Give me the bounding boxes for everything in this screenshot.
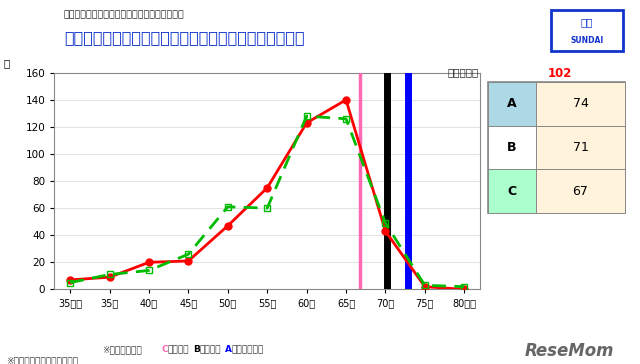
FancyBboxPatch shape bbox=[488, 126, 536, 169]
Text: B: B bbox=[507, 141, 516, 154]
Text: 志望者偏差値分布【千葉大・医・医＜前期・一般枠＞】: 志望者偏差値分布【千葉大・医・医＜前期・一般枠＞】 bbox=[64, 30, 305, 45]
FancyBboxPatch shape bbox=[536, 82, 625, 126]
Text: ライン・: ライン・ bbox=[167, 345, 189, 354]
Text: 18: 18 bbox=[15, 21, 46, 41]
Text: B: B bbox=[193, 345, 200, 354]
Text: ※前期日程の第１志望で集計: ※前期日程の第１志望で集計 bbox=[6, 356, 79, 364]
Text: 駿台: 駿台 bbox=[581, 17, 593, 27]
Text: ラインを示す: ラインを示す bbox=[231, 345, 263, 354]
Text: 102: 102 bbox=[547, 67, 572, 80]
FancyBboxPatch shape bbox=[488, 82, 625, 213]
FancyBboxPatch shape bbox=[551, 9, 623, 51]
FancyBboxPatch shape bbox=[536, 169, 625, 213]
Text: 志望者指数: 志望者指数 bbox=[448, 67, 479, 77]
Text: A: A bbox=[225, 345, 232, 354]
Text: C: C bbox=[161, 345, 168, 354]
Text: ライン・: ライン・ bbox=[199, 345, 221, 354]
Text: 第１回駿台・ベネッセ大学入学共通テスト模試: 第１回駿台・ベネッセ大学入学共通テスト模試 bbox=[64, 11, 185, 20]
FancyBboxPatch shape bbox=[488, 82, 536, 126]
FancyBboxPatch shape bbox=[536, 126, 625, 169]
Text: 67: 67 bbox=[573, 185, 589, 198]
Text: ※縦線は左から: ※縦線は左から bbox=[102, 345, 142, 354]
Text: 人: 人 bbox=[3, 59, 10, 68]
Text: SUNDAI: SUNDAI bbox=[571, 36, 604, 44]
Text: ReseMom: ReseMom bbox=[525, 343, 614, 360]
Text: A: A bbox=[507, 97, 516, 110]
Text: 74: 74 bbox=[573, 97, 589, 110]
Text: 71: 71 bbox=[573, 141, 589, 154]
FancyBboxPatch shape bbox=[488, 169, 536, 213]
Text: C: C bbox=[507, 185, 516, 198]
